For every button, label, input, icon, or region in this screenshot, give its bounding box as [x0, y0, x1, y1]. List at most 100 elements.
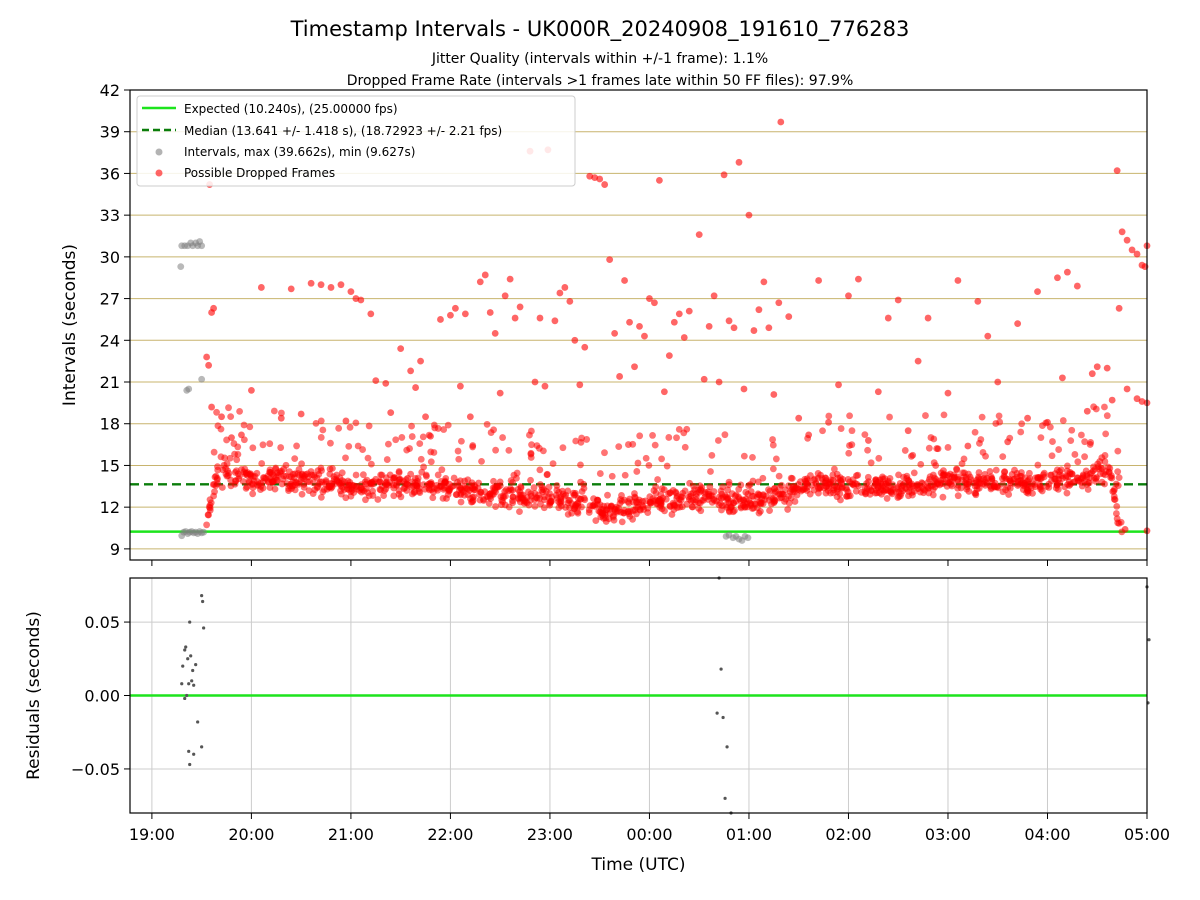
dropped-frame-point — [633, 468, 641, 475]
legend-median-label: Median (13.641 +/- 1.418 s), (18.72923 +… — [184, 124, 502, 138]
dropped-frame-point — [1077, 431, 1085, 439]
residual-point — [183, 648, 187, 652]
dropped-frame-point — [846, 492, 854, 500]
dropped-frame-point — [346, 423, 354, 431]
dropped-frame-point — [981, 476, 989, 484]
dropped-frame-point — [688, 503, 696, 511]
dropped-frame-point — [929, 485, 937, 493]
dropped-frame-point — [745, 211, 753, 219]
dropped-frame-point — [845, 292, 852, 300]
dropped-frame-point — [407, 470, 415, 478]
dropped-frame-point — [539, 488, 547, 496]
dropped-frame-point — [715, 378, 723, 386]
dropped-frame-point — [213, 408, 220, 416]
dropped-frame-point — [214, 463, 221, 470]
dropped-frame-point — [412, 384, 419, 391]
dropped-frame-point — [501, 292, 509, 300]
dropped-frame-point — [1054, 274, 1061, 282]
dropped-frame-point — [318, 467, 325, 475]
dropped-frame-point — [232, 477, 239, 485]
dropped-frame-point — [492, 503, 499, 510]
dropped-frame-point — [731, 507, 738, 515]
dropped-frame-point — [900, 473, 907, 481]
dropped-frame-point — [233, 456, 241, 464]
dropped-frame-point — [539, 447, 547, 455]
dropped-frame-point — [553, 482, 561, 489]
dropped-frame-point — [845, 449, 853, 457]
dropped-frame-point — [208, 403, 215, 411]
top-y-axis-label: Intervals (seconds) — [60, 244, 80, 406]
dropped-frame-point — [571, 336, 579, 344]
dropped-frame-point — [364, 489, 372, 496]
dropped-frame-point — [1114, 447, 1122, 455]
dropped-frame-point — [299, 474, 307, 481]
dropped-frame-point — [234, 443, 242, 451]
dropped-frame-point — [940, 467, 947, 475]
dropped-frame-point — [663, 462, 671, 470]
dropped-frame-point — [533, 494, 541, 502]
dropped-frame-point — [759, 500, 767, 507]
dropped-frame-point — [310, 479, 317, 487]
dropped-frame-point — [680, 334, 688, 341]
dropped-frame-point — [1133, 250, 1141, 258]
x-tick-label: 04:00 — [1024, 825, 1070, 844]
residual-point — [192, 683, 196, 687]
dropped-frame-point — [347, 488, 355, 496]
dropped-frame-point — [240, 436, 248, 444]
dropped-frame-point — [248, 386, 255, 394]
dropped-frame-point — [297, 410, 305, 418]
dropped-frame-point — [1098, 465, 1106, 472]
dropped-frame-point — [909, 451, 917, 459]
dropped-frame-point — [1045, 480, 1053, 488]
dropped-frame-point — [452, 491, 460, 499]
dropped-frame-point — [478, 457, 485, 465]
dropped-frame-point — [476, 490, 483, 498]
dropped-frame-point — [486, 490, 493, 498]
dropped-frame-point — [749, 453, 756, 461]
dropped-frame-point — [924, 483, 931, 491]
dropped-frame-point — [564, 487, 572, 495]
x-tick-label: 02:00 — [825, 825, 871, 844]
dropped-frame-point — [517, 483, 525, 490]
residual-point — [183, 696, 187, 701]
dropped-frame-point — [725, 317, 733, 325]
dropped-frame-point — [317, 434, 325, 441]
dropped-frame-point — [1039, 422, 1046, 430]
dropped-frame-point — [490, 426, 498, 434]
dropped-frame-point — [258, 460, 266, 467]
dropped-frame-point — [846, 412, 853, 420]
residual-point — [715, 711, 719, 715]
dropped-frame-point — [443, 495, 450, 502]
dropped-frame-point — [1133, 395, 1141, 403]
dropped-frame-point — [203, 521, 211, 529]
bottom-y-axis-label: Residuals (seconds) — [24, 611, 44, 780]
dropped-frame-point — [329, 464, 336, 472]
dropped-frame-point — [456, 477, 464, 485]
dropped-frame-point — [357, 296, 365, 304]
dropped-frame-point — [1101, 452, 1109, 459]
dropped-frame-point — [1115, 304, 1123, 312]
dropped-frame-point — [635, 498, 643, 506]
dropped-frame-point — [205, 361, 213, 369]
top-panel-ticks: 9 12 15 18 21 24 27 30 33 36 39 42 — [100, 81, 1148, 566]
dropped-frame-point — [234, 451, 242, 458]
dropped-frame-point — [855, 482, 862, 490]
dropped-frame-point — [848, 441, 856, 449]
dropped-frame-point — [901, 447, 909, 454]
dropped-frame-point — [372, 377, 380, 385]
dropped-frame-point — [1081, 453, 1089, 461]
residual-point — [190, 679, 194, 683]
dropped-frame-point — [223, 460, 231, 468]
dropped-frame-point — [492, 446, 500, 454]
dropped-frame-point — [382, 380, 390, 387]
residual-point — [187, 749, 191, 753]
dropped-frame-point — [1083, 407, 1091, 415]
dropped-frame-point — [347, 288, 355, 296]
residual-point — [202, 626, 206, 630]
dropped-frame-point — [646, 295, 653, 302]
dropped-frame-point — [502, 486, 510, 494]
dropped-frame-point — [287, 285, 295, 293]
dropped-frame-point — [715, 501, 723, 509]
dropped-frame-point — [909, 483, 917, 490]
dropped-frame-point — [848, 427, 856, 435]
